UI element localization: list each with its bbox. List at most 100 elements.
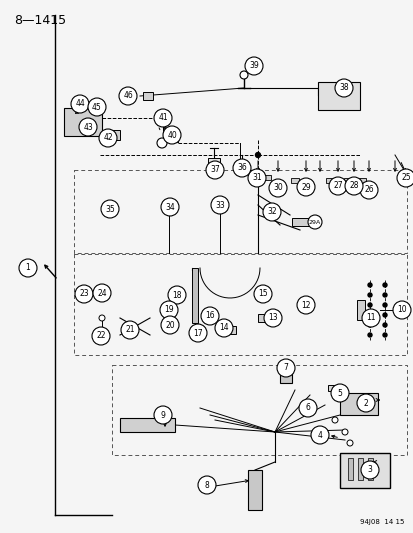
- Text: 29: 29: [301, 182, 310, 191]
- Text: 5: 5: [337, 389, 342, 398]
- Text: 13: 13: [268, 313, 277, 322]
- Circle shape: [92, 327, 110, 345]
- Circle shape: [189, 324, 206, 342]
- Circle shape: [359, 181, 377, 199]
- Circle shape: [168, 286, 185, 304]
- Circle shape: [367, 333, 371, 337]
- Circle shape: [296, 296, 314, 314]
- Circle shape: [206, 161, 223, 179]
- Circle shape: [382, 313, 386, 317]
- Circle shape: [101, 200, 119, 218]
- Bar: [356, 300, 364, 320]
- Text: 36: 36: [237, 164, 246, 173]
- Bar: [279, 363, 291, 383]
- Bar: [247, 470, 261, 510]
- Circle shape: [382, 303, 386, 307]
- Text: 22: 22: [96, 332, 105, 341]
- Text: 46: 46: [123, 92, 133, 101]
- Circle shape: [157, 138, 166, 148]
- Text: 7: 7: [283, 364, 288, 373]
- Text: 10: 10: [396, 305, 406, 314]
- Text: 2: 2: [363, 399, 368, 408]
- Text: 34: 34: [165, 203, 174, 212]
- Circle shape: [161, 198, 178, 216]
- Bar: [347, 458, 352, 480]
- Bar: [207, 158, 219, 176]
- Text: 32: 32: [266, 207, 276, 216]
- Circle shape: [159, 301, 178, 319]
- Text: 41: 41: [158, 114, 167, 123]
- Bar: [339, 393, 377, 415]
- Bar: [218, 326, 235, 334]
- Circle shape: [233, 159, 250, 177]
- Bar: [105, 202, 113, 212]
- Circle shape: [360, 461, 378, 479]
- Circle shape: [341, 429, 347, 435]
- Circle shape: [367, 283, 371, 287]
- Circle shape: [396, 169, 413, 187]
- Bar: [120, 418, 175, 432]
- Text: 18: 18: [172, 290, 181, 300]
- Text: 38: 38: [338, 84, 348, 93]
- Bar: [257, 314, 275, 322]
- Circle shape: [99, 315, 105, 321]
- Text: 33: 33: [215, 200, 224, 209]
- Circle shape: [367, 313, 371, 317]
- Bar: [74, 254, 406, 355]
- Circle shape: [240, 71, 247, 79]
- Circle shape: [154, 406, 171, 424]
- Text: 17: 17: [193, 328, 202, 337]
- Text: 23: 23: [79, 289, 89, 298]
- Circle shape: [367, 323, 371, 327]
- Text: 20: 20: [165, 320, 174, 329]
- Text: 3: 3: [367, 465, 372, 474]
- Circle shape: [310, 426, 328, 444]
- Circle shape: [214, 319, 233, 337]
- Text: 6: 6: [305, 403, 310, 413]
- Bar: [64, 108, 102, 136]
- Text: 14: 14: [218, 324, 228, 333]
- Text: 40: 40: [167, 131, 176, 140]
- Circle shape: [298, 399, 316, 417]
- Circle shape: [392, 301, 410, 319]
- Circle shape: [255, 152, 260, 157]
- Circle shape: [361, 309, 379, 327]
- Circle shape: [276, 359, 294, 377]
- Text: 26: 26: [363, 185, 373, 195]
- Circle shape: [334, 79, 352, 97]
- Bar: [290, 178, 298, 183]
- Circle shape: [268, 179, 286, 197]
- Circle shape: [93, 284, 111, 302]
- Circle shape: [154, 109, 171, 127]
- Circle shape: [79, 118, 97, 136]
- Bar: [343, 178, 351, 183]
- Bar: [262, 175, 271, 180]
- Circle shape: [99, 129, 117, 147]
- Text: 35: 35: [105, 205, 114, 214]
- Text: 94J08  14 15: 94J08 14 15: [359, 519, 403, 525]
- Circle shape: [331, 417, 337, 423]
- Circle shape: [19, 259, 37, 277]
- Circle shape: [330, 384, 348, 402]
- Text: 21: 21: [125, 326, 134, 335]
- Circle shape: [75, 285, 93, 303]
- Bar: [291, 218, 311, 226]
- Bar: [206, 310, 214, 318]
- Text: 12: 12: [301, 301, 310, 310]
- Text: 8: 8: [204, 481, 209, 489]
- Text: 19: 19: [164, 305, 173, 314]
- Circle shape: [88, 98, 106, 116]
- Text: 43: 43: [83, 123, 93, 132]
- Text: 4: 4: [317, 431, 322, 440]
- Bar: [325, 178, 333, 183]
- Text: 45: 45: [92, 102, 102, 111]
- Text: 37: 37: [210, 166, 219, 174]
- Bar: [357, 458, 362, 480]
- Bar: [299, 401, 310, 413]
- Circle shape: [356, 394, 374, 412]
- Text: 44: 44: [75, 100, 85, 109]
- Text: 31: 31: [252, 174, 261, 182]
- Circle shape: [244, 57, 262, 75]
- Text: 24: 24: [97, 288, 107, 297]
- Circle shape: [263, 309, 281, 327]
